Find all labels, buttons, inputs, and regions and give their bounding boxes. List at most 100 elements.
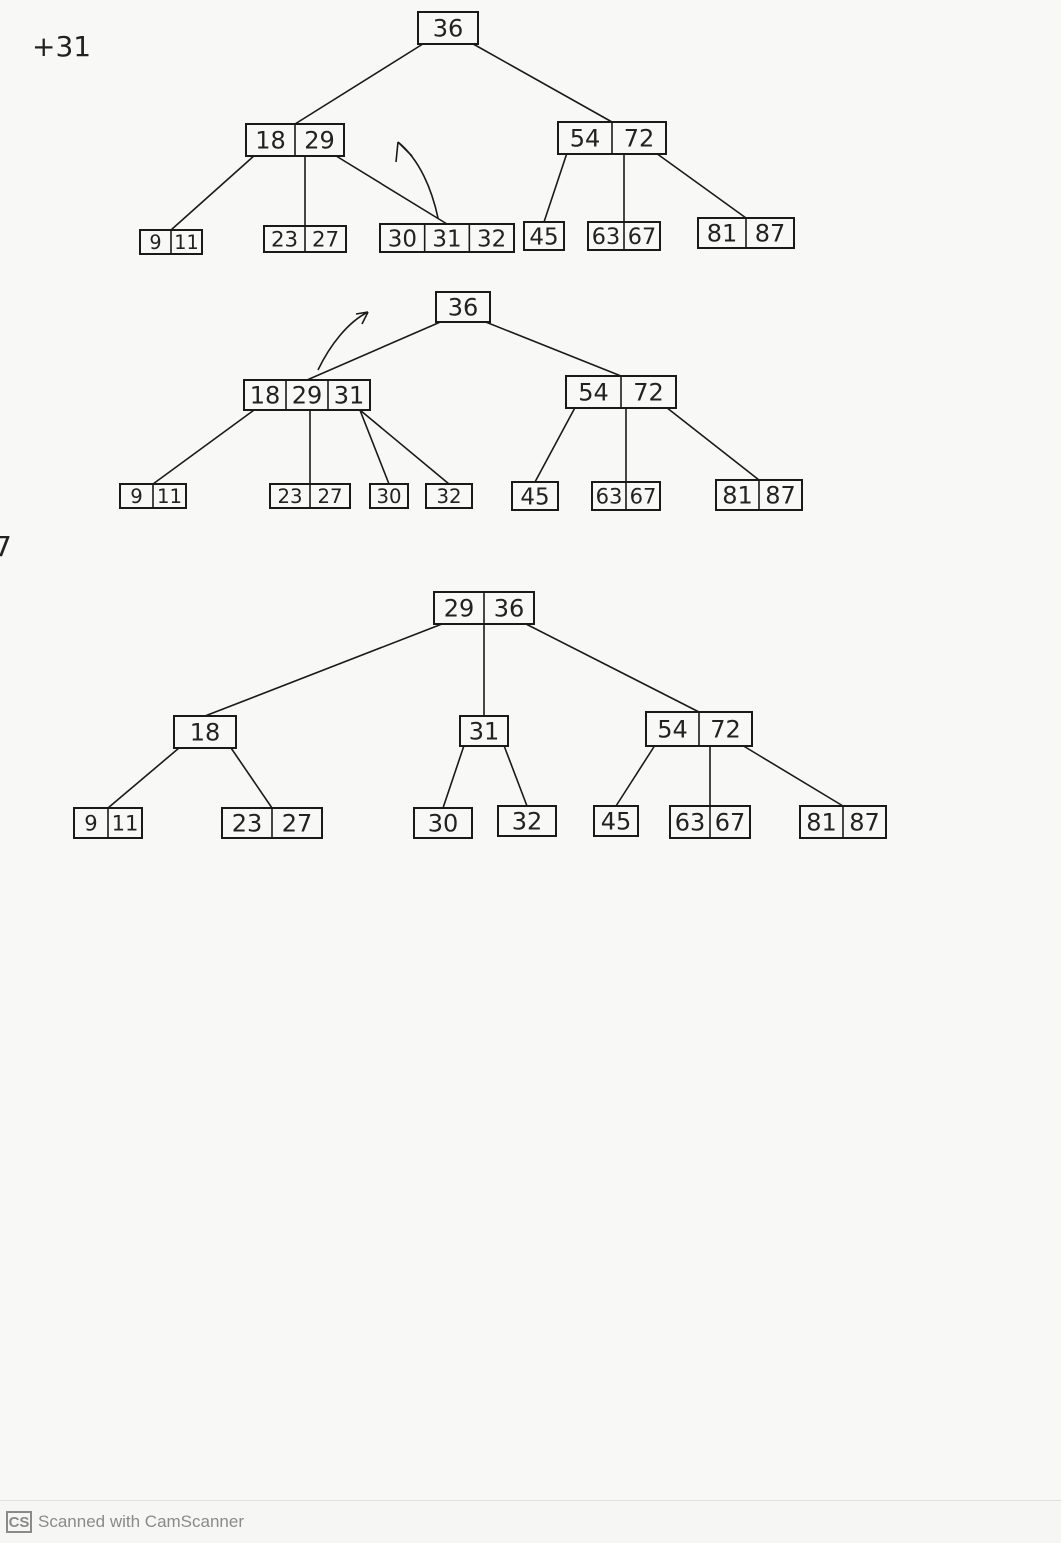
node-key: 67 (630, 484, 657, 509)
btree-node: 18 29 (245, 123, 345, 157)
btree-node: 30 (413, 807, 473, 839)
btree-node: 32 (497, 805, 557, 837)
node-key: 45 (520, 484, 549, 510)
node-key: 18 (190, 719, 221, 747)
btree-node: 81 87 (715, 479, 803, 511)
node-key: 9 (130, 485, 143, 508)
node-key: 27 (312, 228, 339, 253)
node-key: 36 (494, 595, 525, 623)
btree-node: 63 67 (587, 221, 661, 251)
btree-node: 63 67 (669, 805, 751, 839)
node-key: 32 (512, 808, 543, 836)
node-key: 72 (633, 379, 664, 407)
node-key: 45 (529, 224, 558, 250)
node-key: 27 (282, 810, 313, 838)
btree-node: 54 72 (645, 711, 753, 747)
btree-node: 9 11 (73, 807, 143, 839)
node-key: 23 (232, 810, 263, 838)
tree-edge (615, 745, 656, 807)
node-key: 11 (174, 231, 198, 254)
tree-edge (503, 745, 528, 807)
tree-edge (230, 747, 273, 809)
tree-edge (359, 409, 450, 485)
btree-node: 18 (173, 715, 237, 749)
btree-node: 63 67 (591, 481, 661, 511)
node-key: 31 (432, 226, 461, 252)
node-key: 31 (469, 718, 500, 746)
btree-node: 9 11 (139, 229, 203, 255)
btree-node: 81 87 (697, 217, 795, 249)
btree-node: 81 87 (799, 805, 887, 839)
tree-edge (306, 321, 441, 381)
node-box (425, 483, 473, 509)
node-key: 54 (578, 379, 609, 407)
btree-node: 23 27 (221, 807, 323, 839)
node-key: 72 (624, 125, 655, 153)
node-key: 29 (444, 595, 475, 623)
node-key: 54 (657, 716, 688, 744)
node-box (417, 11, 479, 45)
promotion-arrow-2 (317, 311, 369, 371)
node-box (243, 379, 371, 411)
node-key: 36 (433, 15, 464, 43)
tree-edge (472, 43, 613, 123)
camscanner-logo: CS (6, 1511, 32, 1533)
node-box (497, 805, 557, 837)
tree-edge (534, 407, 576, 483)
btree-node: 29 36 (433, 591, 535, 625)
btree-node: 23 27 (263, 225, 347, 253)
node-key: 30 (376, 485, 401, 508)
node-box (369, 483, 409, 509)
scanner-watermark-text: Scanned with CamScanner (38, 1512, 245, 1531)
stray-margin-mark: 7 (0, 530, 12, 563)
node-key: 30 (388, 226, 417, 252)
node-box (413, 807, 473, 839)
node-key: 67 (628, 224, 656, 250)
node-key: 81 (806, 809, 837, 837)
node-key: 9 (84, 811, 97, 836)
btree-node: 45 (523, 221, 565, 251)
btree-node: 30 (369, 483, 409, 509)
node-key: 27 (317, 485, 342, 508)
node-key: 81 (722, 482, 753, 510)
node-key: 87 (765, 482, 796, 510)
tree-edge (442, 745, 465, 809)
btree-node: 54 72 (557, 121, 667, 155)
node-key: 30 (428, 810, 459, 838)
node-box (173, 715, 237, 749)
btree-node: 32 (425, 483, 473, 509)
insert-note: +31 (32, 30, 91, 63)
node-key: 11 (157, 485, 182, 508)
node-key: 29 (304, 127, 335, 155)
btree-node: 36 (435, 291, 491, 323)
scanner-footer: CS Scanned with CamScanner (0, 1500, 1061, 1543)
node-box (593, 805, 639, 837)
tree-edge (743, 745, 844, 807)
btree-node: 36 (417, 11, 479, 45)
node-key: 9 (149, 231, 161, 254)
node-key: 18 (250, 382, 281, 410)
tree-edge (543, 153, 568, 223)
btree-node: 45 (511, 481, 559, 511)
btree-node: 54 72 (565, 375, 677, 409)
node-box (435, 291, 491, 323)
node-key: 45 (601, 808, 632, 836)
tree-edge (666, 407, 760, 481)
tree-edge (204, 623, 443, 717)
tree-edge (152, 409, 255, 485)
node-key: 63 (596, 484, 623, 509)
node-box (459, 715, 509, 747)
edges-layer (107, 43, 844, 809)
node-key: 18 (255, 127, 286, 155)
node-box (523, 221, 565, 251)
node-key: 29 (292, 382, 323, 410)
tree-edge (525, 623, 700, 713)
tree-edge (335, 155, 448, 225)
node-key: 63 (675, 809, 706, 837)
promotion-arrow-1 (395, 141, 439, 219)
tree-edge (656, 153, 747, 219)
node-key: 87 (849, 809, 880, 837)
arrows-layer (317, 141, 439, 371)
